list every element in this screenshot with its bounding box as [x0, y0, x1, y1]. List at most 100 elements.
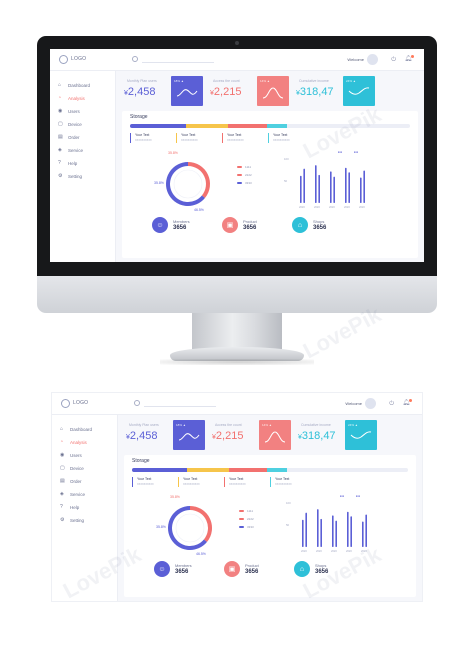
sidebar-item-order[interactable]: ▤ Order: [52, 475, 117, 488]
stat-value: ¥2,215: [210, 86, 241, 98]
legend-sub: XXXXXXXXXX: [181, 139, 198, 142]
bar: [347, 511, 349, 547]
x-tick-label: 2020: [344, 205, 350, 209]
sidebar-item-analysis[interactable]: ◔ Analysis: [52, 436, 117, 449]
gear-icon: ⚙: [58, 173, 63, 179]
sidebar-item-device[interactable]: ▢ Device: [50, 118, 115, 131]
sparkline-card[interactable]: 14% ▲: [259, 420, 291, 450]
search-icon[interactable]: [134, 400, 140, 406]
sidebar-item-label: Service: [70, 492, 86, 497]
sidebar-item-service[interactable]: ◈ Service: [52, 488, 117, 501]
donut-legend-label: 2222: [245, 173, 252, 177]
donut-slice: [187, 162, 210, 199]
order-icon: ▤: [60, 478, 65, 484]
logo-icon: [59, 55, 68, 64]
power-icon[interactable]: ⏻: [391, 57, 396, 63]
donut-slice: [189, 506, 212, 543]
legend-sub: XXXXXXXXXX: [275, 483, 292, 486]
donut-percent-label: 35.8%: [168, 151, 178, 155]
storage-legend-item: Your Text XXXXXXXXXX: [176, 133, 198, 143]
bell-icon[interactable]: 🔔︎: [402, 400, 410, 406]
summary-product[interactable]: ▣ Product 3656: [222, 215, 292, 237]
spark-percent: 18% ▲: [176, 423, 186, 427]
summary-shops[interactable]: ⌂ Shops 3656: [292, 215, 362, 237]
summary-members[interactable]: ☺ Members 3656: [152, 215, 222, 237]
donut-legend-item: 3333: [239, 523, 254, 531]
sidebar-item-help[interactable]: ? Help: [50, 157, 115, 170]
summary-value: 3656: [243, 225, 257, 231]
summary-product[interactable]: ▣ Product 3656: [224, 559, 294, 581]
bell-icon[interactable]: 🔔︎: [404, 56, 412, 62]
welcome-text: Welcome: [345, 401, 362, 406]
legend-title: Your Text: [135, 133, 150, 137]
legend-swatch: [237, 166, 242, 168]
search-icon[interactable]: [132, 56, 138, 62]
power-icon[interactable]: ⏻: [389, 401, 394, 407]
x-tick-label: 2020: [301, 549, 307, 553]
stat-label: Monthly Plan users: [129, 423, 159, 427]
search-input[interactable]: [144, 399, 216, 407]
donut-legend-item: 1111: [237, 163, 252, 171]
shop-icon: ⌂: [292, 217, 308, 233]
sparkline-path: [350, 431, 372, 439]
sidebar-item-order[interactable]: ▤ Order: [50, 131, 115, 144]
stat-value: ¥318,47: [298, 430, 336, 442]
sparkline-card[interactable]: 14% ▲: [257, 76, 289, 106]
summary-members[interactable]: ☺ Members 3656: [154, 559, 224, 581]
sparkline-card[interactable]: 24% ▲: [343, 76, 375, 106]
welcome-text: Welcome: [347, 57, 364, 62]
sidebar-item-setting[interactable]: ⚙ Setting: [50, 170, 115, 183]
donut-slice: [166, 162, 205, 206]
stat-value: ¥2,458: [124, 86, 155, 98]
summary-label: Members: [175, 563, 192, 568]
stat-number: 318,47: [299, 86, 334, 98]
summary-shops[interactable]: ⌂ Shops 3656: [294, 559, 364, 581]
sidebar-item-service[interactable]: ◈ Service: [50, 144, 115, 157]
sidebar-item-analysis[interactable]: ◔ Analysis: [50, 92, 115, 105]
spark-percent: 14% ▲: [260, 79, 270, 83]
sidebar-item-label: Users: [70, 453, 82, 458]
sidebar-item-setting[interactable]: ⚙ Setting: [52, 514, 117, 527]
currency-symbol: ¥: [126, 434, 130, 441]
notification-dot: [409, 399, 412, 402]
sidebar-item-dashboard[interactable]: ⌂ Dashboard: [50, 79, 115, 92]
storage-legend-item: Your Text XXXXXXXXXX: [270, 477, 292, 487]
stat-value: ¥2,215: [212, 430, 243, 442]
storage-segment: [186, 124, 228, 128]
currency-symbol: ¥: [210, 90, 214, 97]
legend-title: Your Text: [227, 133, 242, 137]
summary-label: Members: [173, 219, 190, 224]
sparkline-path: [264, 431, 286, 443]
stat-label: Cumulative income: [301, 423, 331, 427]
sidebar-item-users[interactable]: ◉ Users: [52, 449, 117, 462]
avatar[interactable]: [365, 398, 376, 409]
legend-sub: XXXXXXXXXX: [135, 139, 152, 142]
notification-dot: [411, 55, 414, 58]
sidebar-item-help[interactable]: ? Help: [52, 501, 117, 514]
legend-sub: XXXXXXXXXX: [273, 139, 290, 142]
spark-percent: 24% ▲: [346, 79, 356, 83]
x-tick-label: 2020: [329, 205, 335, 209]
sidebar-item-dashboard[interactable]: ⌂ Dashboard: [52, 423, 117, 436]
stat-number: 2,458: [129, 430, 158, 442]
bar: [360, 177, 362, 203]
dashboard-standalone: LOGO Welcome ⏻ 🔔︎ ⌂ Dashboard ◔ Analysis ◉ Us…: [52, 393, 422, 601]
donut-percent-label: 46.5%: [196, 552, 206, 556]
search-input[interactable]: [142, 55, 214, 63]
sparkline-card[interactable]: 24% ▲: [345, 420, 377, 450]
sidebar-item-label: Device: [70, 466, 84, 471]
sparkline-card[interactable]: 18% ▲: [173, 420, 205, 450]
storage-legend-item: Your Text XXXXXXXXXX: [178, 477, 200, 487]
top-bar: LOGO Welcome ⏻ 🔔︎: [52, 393, 422, 415]
avatar[interactable]: [367, 54, 378, 65]
donut-legend-label: 2222: [247, 517, 254, 521]
donut-legend-label: 1111: [247, 509, 254, 513]
sparkline-card[interactable]: 18% ▲: [171, 76, 203, 106]
sidebar-item-users[interactable]: ◉ Users: [50, 105, 115, 118]
donut-percent-label: 35.8%: [170, 495, 180, 499]
storage-segment: [267, 124, 287, 128]
x-tick-label: 2020: [299, 205, 305, 209]
help-icon: ?: [60, 504, 63, 510]
legend-title: Your Text: [275, 477, 290, 481]
sidebar-item-device[interactable]: ▢ Device: [52, 462, 117, 475]
